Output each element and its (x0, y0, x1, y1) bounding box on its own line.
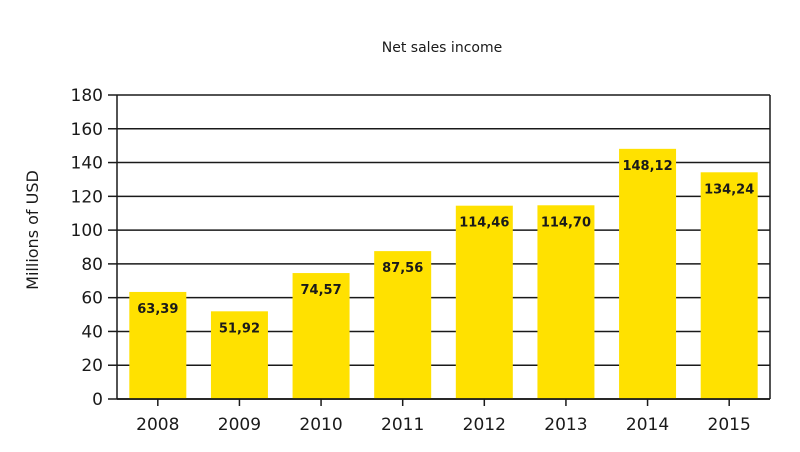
bar (700, 172, 758, 399)
labels: 0 20 40 60 80 100 120 140 160 180 63,39 2008 51,92 20… (71, 86, 755, 435)
bar (129, 291, 187, 399)
y-tick-label: 0 (92, 390, 103, 410)
x-tick-label: 2012 (463, 415, 506, 435)
x-tick-label: 2008 (136, 415, 179, 435)
y-tick-label: 60 (81, 289, 103, 309)
bar (455, 205, 513, 399)
y-tick-label: 80 (81, 255, 103, 275)
data-label: 63,39 (137, 302, 178, 317)
bar (537, 205, 595, 399)
chart-title: Net sales income (382, 40, 502, 56)
y-tick-label: 100 (71, 221, 103, 241)
x-tick-label: 2011 (381, 415, 424, 435)
data-label: 148,12 (622, 159, 672, 174)
x-tick-label: 2015 (708, 415, 751, 435)
x-tick-label: 2013 (544, 415, 587, 435)
data-label: 114,46 (459, 216, 509, 231)
x-tick-label: 2010 (299, 415, 342, 435)
data-label: 87,56 (382, 261, 423, 276)
bar (374, 251, 432, 399)
x-tick-label: 2009 (218, 415, 261, 435)
bar (619, 148, 677, 399)
y-tick-label: 20 (81, 356, 103, 376)
y-axis-label: Millions of USD (23, 170, 42, 290)
data-label: 134,24 (704, 182, 754, 197)
x-tick-label: 2014 (626, 415, 669, 435)
data-label: 51,92 (219, 321, 260, 336)
y-tick-label: 40 (81, 322, 103, 342)
axes (108, 94, 771, 406)
y-tick-label: 180 (71, 86, 103, 106)
bar (210, 311, 268, 399)
y-tick-label: 160 (71, 120, 103, 140)
bars (129, 148, 758, 399)
y-tick-label: 140 (71, 154, 103, 174)
data-label: 114,70 (541, 215, 591, 230)
bar (292, 273, 350, 399)
y-tick-label: 120 (71, 187, 103, 207)
data-label: 74,57 (301, 283, 342, 298)
